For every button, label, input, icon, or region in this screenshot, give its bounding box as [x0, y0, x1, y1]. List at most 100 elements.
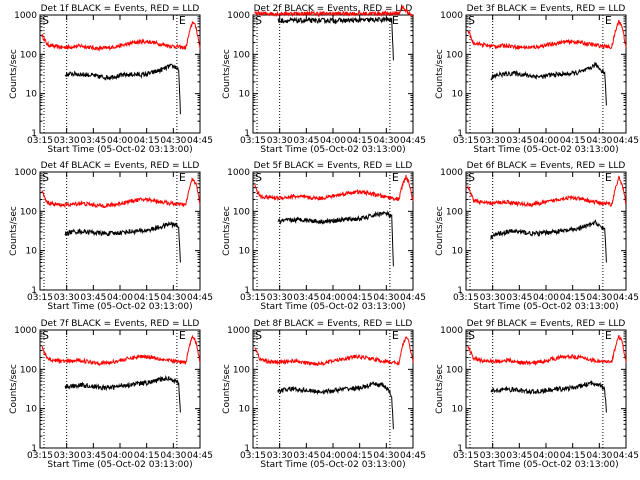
- x-tick-label: 03:30: [54, 451, 80, 461]
- y-tick-label: 10: [239, 247, 251, 257]
- x-tick-label: 04:30: [373, 451, 399, 461]
- chart-panel: Det 9f BLACK = Events, RED = LLD 1 10 100 10…: [435, 319, 639, 470]
- x-tick-label: 03:30: [54, 136, 80, 146]
- x-tick-label: 04:45: [400, 293, 426, 303]
- y-tick-label: 100: [446, 50, 463, 60]
- x-tick-label: 03:15: [240, 136, 266, 146]
- plot-frame: [39, 329, 201, 449]
- x-axis-label: Start Time (05-Oct-02 03:13:00): [260, 302, 405, 312]
- x-tick-label: 04:30: [160, 293, 186, 303]
- y-tick-label: 10: [26, 405, 38, 415]
- y-tick-label: 1000: [440, 11, 463, 21]
- x-tick-label: 03:15: [27, 293, 53, 303]
- start-marker-label: S: [255, 329, 262, 342]
- x-tick-label: 03:45: [80, 293, 106, 303]
- x-tick-label: 03:30: [267, 451, 293, 461]
- y-tick-label: 10: [452, 405, 464, 415]
- end-marker-label: E: [605, 14, 612, 27]
- x-tick-label: 04:30: [586, 136, 612, 146]
- end-marker-label: E: [179, 171, 186, 184]
- x-tick-label: 04:30: [373, 136, 399, 146]
- end-marker-label: E: [392, 171, 399, 184]
- chart-title: Det 9f BLACK = Events, RED = LLD: [467, 319, 626, 329]
- x-axis-label: Start Time (05-Oct-02 03:13:00): [260, 145, 405, 155]
- plot-frame: [252, 14, 414, 134]
- x-tick-label: 03:45: [293, 293, 319, 303]
- y-tick-label: 1: [457, 286, 463, 296]
- lld-series-line: [254, 174, 414, 202]
- chart-title: Det 6f BLACK = Events, RED = LLD: [467, 161, 626, 171]
- start-marker-label: S: [468, 14, 475, 27]
- x-tick-label: 04:15: [347, 136, 373, 146]
- y-axis-label: Counts/sec: [222, 49, 232, 99]
- lld-series-line: [254, 336, 414, 367]
- events-series-line: [490, 62, 607, 106]
- x-tick-label: 03:30: [480, 451, 506, 461]
- y-tick-label: 1: [31, 444, 37, 454]
- x-tick-label: 03:30: [267, 136, 293, 146]
- x-tick-label: 04:15: [134, 293, 160, 303]
- y-tick-label: 1000: [227, 326, 250, 336]
- chart-panel: Det 7f BLACK = Events, RED = LLD 1 10 100 10…: [9, 319, 213, 470]
- x-tick-label: 04:30: [160, 136, 186, 146]
- y-tick-label: 1000: [440, 168, 463, 178]
- y-tick-label: 1: [31, 286, 37, 296]
- y-tick-label: 1: [457, 444, 463, 454]
- x-tick-label: 04:15: [134, 451, 160, 461]
- events-series-line: [490, 379, 607, 413]
- lld-series-line: [467, 19, 627, 51]
- chart-panel: Det 6f BLACK = Events, RED = LLD 1 10 100 10…: [435, 161, 639, 312]
- lld-series-line: [254, 4, 414, 18]
- y-tick-label: 100: [233, 207, 250, 217]
- x-tick-label: 04:45: [613, 451, 639, 461]
- chart-title: Det 5f BLACK = Events, RED = LLD: [254, 161, 413, 171]
- x-tick-label: 03:15: [453, 136, 479, 146]
- y-tick-label: 1000: [14, 11, 37, 21]
- y-tick-label: 1: [244, 129, 250, 139]
- x-tick-label: 04:45: [187, 293, 213, 303]
- y-axis-label: Counts/sec: [9, 206, 19, 256]
- y-tick-label: 100: [233, 365, 250, 375]
- y-axis-label: Counts/sec: [9, 364, 19, 414]
- events-series-line: [64, 374, 181, 413]
- x-tick-label: 03:15: [453, 451, 479, 461]
- chart-title: Det 3f BLACK = Events, RED = LLD: [467, 4, 626, 14]
- events-series-line: [277, 16, 394, 61]
- y-tick-label: 1000: [440, 326, 463, 336]
- start-marker-label: S: [255, 14, 262, 27]
- chart-panel: Det 8f BLACK = Events, RED = LLD 1 10 100 10…: [222, 319, 426, 470]
- x-tick-label: 03:45: [293, 451, 319, 461]
- x-tick-label: 04:45: [613, 136, 639, 146]
- events-series-line: [277, 381, 394, 430]
- y-tick-label: 100: [20, 50, 37, 60]
- lld-series-line: [41, 177, 201, 209]
- y-axis-label: Counts/sec: [222, 364, 232, 414]
- x-tick-label: 04:15: [134, 136, 160, 146]
- chart-title: Det 7f BLACK = Events, RED = LLD: [41, 319, 200, 329]
- x-tick-label: 03:45: [293, 136, 319, 146]
- y-tick-label: 1000: [227, 11, 250, 21]
- x-tick-label: 03:45: [80, 136, 106, 146]
- lld-series-line: [41, 334, 201, 367]
- x-tick-label: 03:45: [80, 451, 106, 461]
- y-axis-label: Counts/sec: [222, 206, 232, 256]
- x-tick-label: 04:00: [533, 451, 559, 461]
- y-tick-label: 10: [452, 90, 464, 100]
- y-tick-label: 1000: [227, 168, 250, 178]
- x-axis-label: Start Time (05-Oct-02 03:13:00): [473, 145, 618, 155]
- x-tick-label: 04:15: [560, 136, 586, 146]
- end-marker-label: E: [605, 171, 612, 184]
- x-axis-label: Start Time (05-Oct-02 03:13:00): [473, 302, 618, 312]
- start-marker-label: S: [42, 171, 49, 184]
- y-tick-label: 10: [26, 90, 38, 100]
- y-axis-label: Counts/sec: [435, 206, 445, 256]
- y-tick-label: 100: [20, 207, 37, 217]
- x-tick-label: 03:30: [54, 293, 80, 303]
- y-tick-label: 1000: [14, 168, 37, 178]
- chart-title: Det 8f BLACK = Events, RED = LLD: [254, 319, 413, 329]
- chart-panel: Det 1f BLACK = Events, RED = LLD 1 10 100 10…: [9, 4, 213, 155]
- x-axis-label: Start Time (05-Oct-02 03:13:00): [47, 460, 192, 470]
- lld-series-line: [467, 175, 627, 208]
- start-marker-label: S: [468, 329, 475, 342]
- y-tick-label: 100: [446, 365, 463, 375]
